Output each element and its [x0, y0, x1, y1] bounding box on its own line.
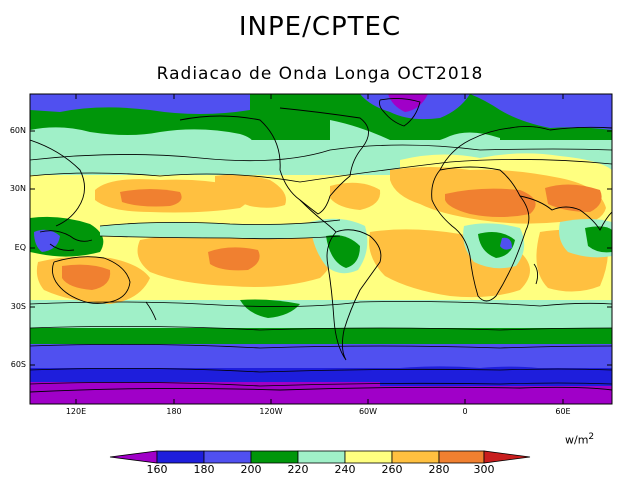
region-green-indian — [585, 226, 612, 253]
lat-label-30s: 30S — [10, 302, 26, 311]
region-purple-south-pacific — [30, 387, 170, 404]
coast-new-zealand — [145, 301, 157, 321]
colorbar-swatch-2 — [203, 450, 252, 464]
region-darkorange-sahara — [445, 188, 536, 217]
colorbar-label-160: 160 — [146, 463, 168, 476]
region-orange-east-pacific — [215, 174, 286, 208]
coast-east-asia — [30, 139, 85, 227]
lon-label-120w: 120W — [259, 407, 283, 416]
band-green-south — [30, 328, 612, 346]
region-blue-africa — [500, 237, 512, 250]
lon-label-120e: 120E — [65, 407, 87, 416]
lon-label-180: 180 — [166, 407, 182, 416]
colorbar-label-280: 280 — [428, 463, 450, 476]
region-green-south-pacific-convergence — [240, 299, 300, 318]
coast-greenland — [379, 97, 421, 127]
coast-central-america — [299, 199, 337, 233]
lat-label-60n: 60N — [9, 126, 26, 135]
colorbar-swatch-7 — [438, 450, 485, 464]
band-blue-south — [30, 344, 612, 371]
colorbar-label-200: 200 — [240, 463, 262, 476]
coast-australia — [51, 256, 131, 305]
region-blue-north-pacific — [30, 94, 250, 114]
colorbar-label-240: 240 — [334, 463, 356, 476]
colorbar — [109, 450, 531, 464]
main-title: INPE/CPTEC — [238, 12, 402, 42]
coast-asia — [549, 126, 612, 131]
coast-madagascar — [533, 263, 539, 285]
units-label: w/m2 — [565, 432, 594, 447]
region-darkorange-arabia — [545, 184, 602, 212]
region-green-amazon — [326, 235, 360, 268]
coast-antarctica — [30, 386, 612, 393]
lat-label-eq: EQ — [14, 243, 26, 252]
region-orange-gulf — [330, 182, 381, 210]
colorbar-label-220: 220 — [287, 463, 309, 476]
coastlines — [30, 97, 612, 393]
coast-africa — [431, 166, 530, 302]
olr-field — [30, 94, 612, 404]
region-lightgreen-itcz — [100, 220, 340, 239]
lat-label-60s: 60S — [10, 360, 26, 369]
region-darkblue-south-atlantic — [380, 366, 612, 386]
map-frame — [29, 93, 613, 405]
lat-ticks — [30, 130, 612, 366]
lat-label-30n: 30N — [9, 184, 26, 193]
colorbar-label-180: 180 — [193, 463, 215, 476]
colorbar-label-300: 300 — [473, 463, 495, 476]
region-blue-eurasia — [470, 94, 612, 130]
lon-label-60w: 60W — [358, 407, 378, 416]
lon-ticks — [75, 94, 564, 404]
region-darkorange-north-pacific — [120, 189, 182, 207]
region-lightgreen-north-pacific — [30, 127, 254, 160]
colorbar-swatch-4 — [297, 450, 346, 464]
map-subtitle: Radiacao de Onda Longa OCT2018 — [156, 64, 484, 84]
region-darkorange-australia — [62, 264, 111, 290]
colorbar-swatch-8 — [483, 450, 531, 464]
coast-south-america — [326, 229, 382, 361]
colorbar-label-260: 260 — [381, 463, 403, 476]
lon-label-60e: 60E — [555, 407, 571, 416]
coast-maritime-islands — [39, 230, 93, 251]
colorbar-swatch-3 — [250, 450, 299, 464]
units-base: w/m — [565, 433, 589, 447]
colorbar-swatch-6 — [391, 450, 440, 464]
colorbar-swatch-1 — [156, 450, 205, 464]
colorbar-swatch-5 — [344, 450, 393, 464]
coast-europe — [439, 125, 551, 171]
lon-label-0: 0 — [462, 407, 468, 416]
coast-north-america — [179, 107, 369, 215]
coast-arabia-india — [519, 195, 612, 231]
units-exponent: 2 — [588, 432, 595, 442]
region-darkorange-south-pacific — [208, 247, 260, 271]
colorbar-swatch-0 — [109, 450, 158, 464]
band-lightgreen-south — [30, 300, 612, 330]
